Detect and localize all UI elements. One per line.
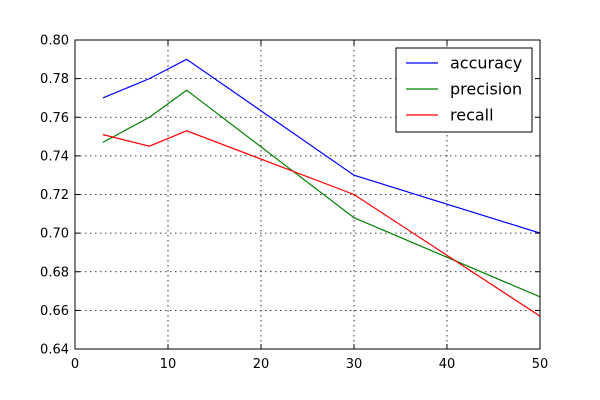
legend-label-accuracy: accuracy [450,54,522,73]
x-tick-label: 30 [346,357,363,372]
y-tick-label: 0.64 [40,343,69,358]
x-tick-label: 40 [439,357,456,372]
y-tick-label: 0.66 [40,304,69,319]
legend: accuracy precision recall [395,47,533,133]
x-tick-label: 20 [253,357,270,372]
axis-ticks: 0 10 20 30 40 50 0.64 0.66 0.68 0.70 0.72 0.74 0.76 0… [40,34,548,373]
y-tick-label: 0.72 [40,188,69,203]
y-tick-label: 0.78 [40,72,69,87]
y-tick-label: 0.70 [40,227,69,242]
y-tick-label: 0.68 [40,265,69,280]
y-tick-label: 0.74 [40,149,69,164]
x-tick-label: 50 [532,357,549,372]
series-line-recall [102,130,541,317]
x-tick-label: 0 [71,357,79,372]
legend-box [395,47,533,133]
series-lines [102,58,541,317]
legend-label-recall: recall [450,106,494,125]
x-tick-label: 10 [160,357,177,372]
y-tick-label: 0.80 [40,34,69,49]
y-tick-label: 0.76 [40,111,69,126]
legend-label-precision: precision [450,80,522,99]
